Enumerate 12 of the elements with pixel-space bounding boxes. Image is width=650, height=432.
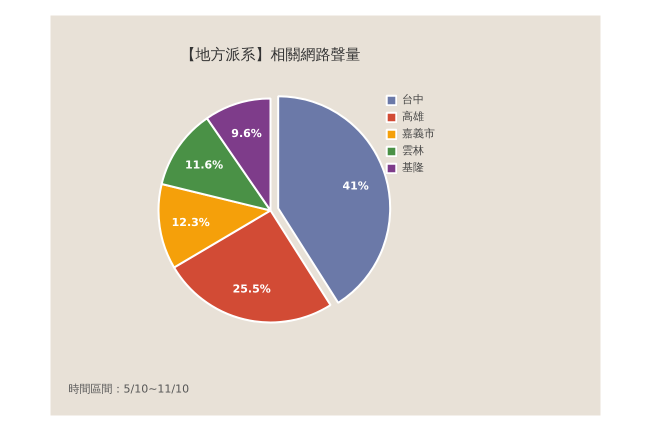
legend-label: 基隆 bbox=[402, 160, 424, 175]
legend-label: 雲林 bbox=[402, 143, 424, 158]
legend-label: 高雄 bbox=[402, 109, 424, 124]
data-label: 25.5% bbox=[232, 282, 271, 296]
data-label: 11.6% bbox=[185, 158, 224, 172]
data-label: 9.6% bbox=[231, 127, 262, 140]
data-label: 12.3% bbox=[172, 216, 210, 229]
chart-title: 【地方派系】相關網路聲量 bbox=[180, 46, 360, 64]
legend-label: 嘉義市 bbox=[402, 126, 435, 141]
text: 時間區間：5/10~11/10 bbox=[68, 382, 190, 396]
data-label: 41% bbox=[342, 179, 369, 192]
legend-label: 台中 bbox=[402, 92, 424, 107]
